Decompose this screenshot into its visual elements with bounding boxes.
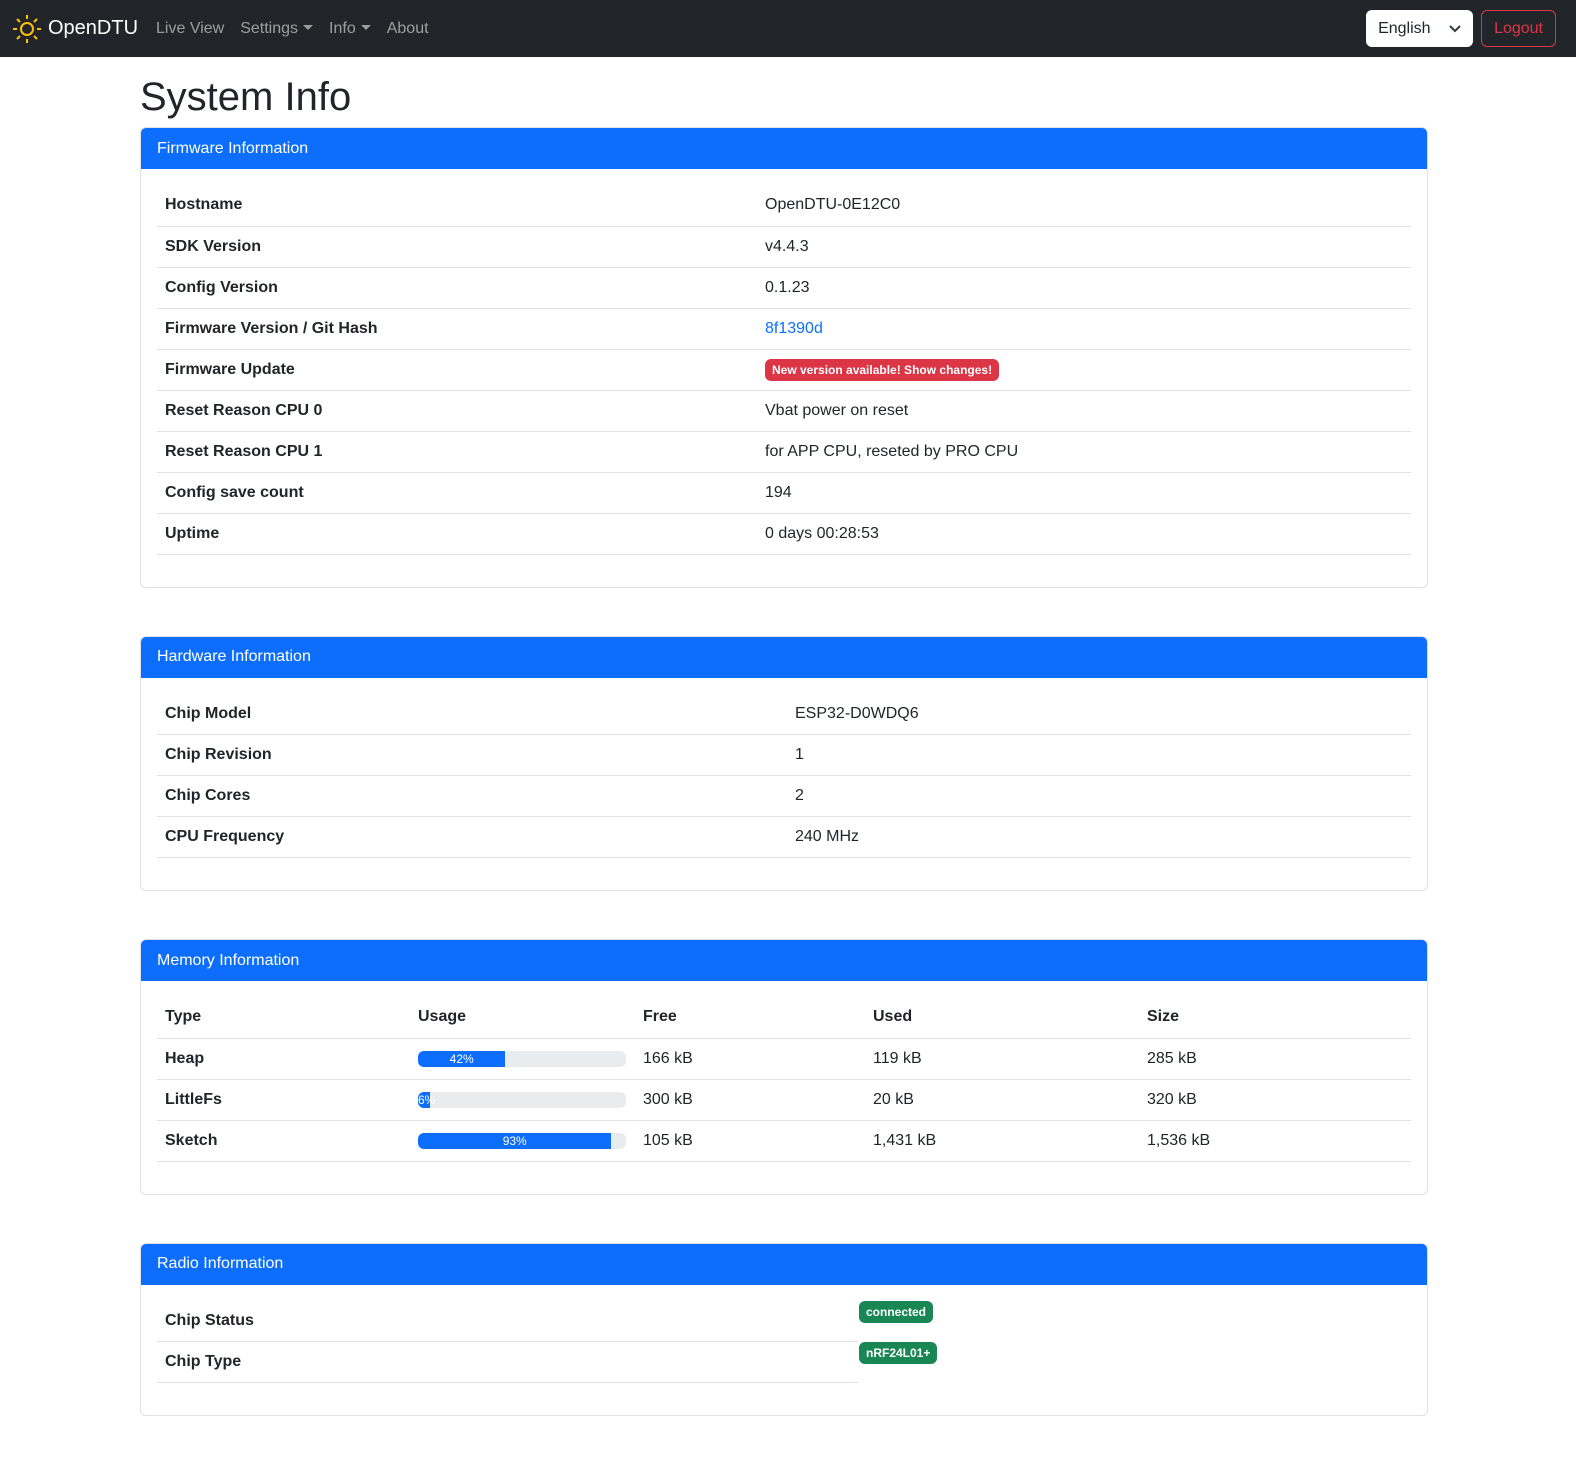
brand-name: OpenDTU <box>48 17 139 39</box>
row-label: Hostname <box>157 185 757 227</box>
table-row: Chip Model ESP32-D0WDQ6 <box>157 693 1411 735</box>
column-header: Size <box>1139 997 1411 1039</box>
update-available-badge[interactable]: New version available! Show changes! <box>765 358 1000 381</box>
table-row: LittleFs 6% 300 kB 20 kB 320 kB <box>157 1079 1411 1121</box>
card-header: Firmware Information <box>141 128 1427 169</box>
card-header: Hardware Information <box>141 636 1427 678</box>
row-label: Firmware Version / Git Hash <box>157 308 757 350</box>
usage-progress: 93% <box>418 1132 626 1149</box>
row-value: 194 <box>757 472 1411 514</box>
brand-link[interactable]: OpenDTU <box>12 14 138 44</box>
row-label: Config Version <box>157 267 757 309</box>
row-value: OpenDTU-0E12C0 <box>757 185 1411 227</box>
table-row: Sketch 93% 105 kB 1,431 kB 1,536 kB <box>157 1120 1411 1162</box>
git-hash-link[interactable]: 8f1390d <box>765 319 823 337</box>
memory-used: 119 kB <box>865 1038 1139 1080</box>
column-header: Type <box>157 997 410 1039</box>
row-label: Chip Status <box>157 1300 858 1342</box>
memory-size: 320 kB <box>1139 1079 1411 1121</box>
row-label: Firmware Update <box>157 349 757 391</box>
row-value: 2 <box>787 775 1411 817</box>
table-row: Uptime 0 days 00:28:53 <box>157 513 1411 555</box>
firmware-table: Hostname OpenDTU-0E12C0 SDK Version v4.4.3… <box>157 185 1411 555</box>
row-label: Reset Reason CPU 0 <box>157 390 757 432</box>
row-value: 0 days 00:28:53 <box>757 513 1411 555</box>
table-row: Reset Reason CPU 0 Vbat power on reset <box>157 390 1411 432</box>
radio-table: Chip Status connected Chip Type nRF24L01+ <box>157 1300 1411 1383</box>
radio-card: Radio Information Chip Status connected C… <box>140 1242 1428 1416</box>
navbar: OpenDTU Live View Settings Info About En… <box>0 0 1576 57</box>
memory-free: 300 kB <box>635 1079 865 1121</box>
page-title: System Info <box>140 75 352 119</box>
memory-used: 20 kB <box>865 1079 1139 1121</box>
column-header: Used <box>865 997 1139 1039</box>
usage-bar: 6% <box>418 1091 436 1108</box>
row-value: ESP32-D0WDQ6 <box>787 693 1411 735</box>
firmware-card: Firmware Information Hostname OpenDTU-0E1… <box>140 127 1428 588</box>
table-row: Firmware Update New version available! Sh… <box>157 349 1411 391</box>
table-row: Chip Revision 1 <box>157 734 1411 776</box>
table-row: CPU Frequency 240 MHz <box>157 816 1411 858</box>
row-label: Reset Reason CPU 1 <box>157 431 757 473</box>
table-row: Hostname OpenDTU-0E12C0 <box>157 185 1411 227</box>
memory-used: 1,431 kB <box>865 1120 1139 1162</box>
row-value: for APP CPU, reseted by PRO CPU <box>757 431 1411 473</box>
usage-progress: 42% <box>418 1050 626 1067</box>
column-header: Usage <box>410 997 635 1039</box>
memory-free: 166 kB <box>635 1038 865 1080</box>
chip-type-badge: nRF24L01+ <box>859 1341 938 1364</box>
table-row: Heap 42% 166 kB 119 kB 285 kB <box>157 1038 1411 1080</box>
chip-status-badge: connected <box>859 1300 934 1323</box>
usage-progress: 6% <box>418 1091 626 1108</box>
language-select[interactable]: English <box>1366 10 1474 47</box>
row-label: Chip Cores <box>157 775 787 817</box>
row-value: 0.1.23 <box>757 267 1411 309</box>
row-value: 240 MHz <box>787 816 1411 858</box>
table-header-row: Type Usage Free Used Size <box>157 997 1411 1039</box>
logout-button[interactable]: Logout <box>1481 10 1556 47</box>
memory-card: Memory Information Type Usage Free Used … <box>140 939 1428 1195</box>
table-row: Chip Cores 2 <box>157 775 1411 817</box>
table-row: Reset Reason CPU 1 for APP CPU, reseted b… <box>157 431 1411 473</box>
nav-info-dropdown[interactable]: Info <box>329 20 371 38</box>
row-value: 1 <box>787 734 1411 776</box>
row-label: Chip Model <box>157 693 787 735</box>
card-header: Radio Information <box>141 1243 1427 1285</box>
row-label: Chip Revision <box>157 734 787 776</box>
table-row: Firmware Version / Git Hash 8f1390d <box>157 308 1411 350</box>
row-label: Chip Type <box>157 1341 858 1383</box>
usage-bar: 93% <box>418 1132 612 1149</box>
memory-size: 1,536 kB <box>1139 1120 1411 1162</box>
memory-free: 105 kB <box>635 1120 865 1162</box>
column-header: Free <box>635 997 865 1039</box>
hardware-table: Chip Model ESP32-D0WDQ6 Chip Revision 1 Ch… <box>157 693 1411 858</box>
row-label: Config save count <box>157 472 757 514</box>
nav-live-view[interactable]: Live View <box>156 19 225 37</box>
table-row: Chip Type nRF24L01+ <box>157 1341 1411 1383</box>
row-value: v4.4.3 <box>757 226 1411 268</box>
memory-table: Type Usage Free Used Size Heap 42% 166 k… <box>157 997 1411 1162</box>
table-row: Chip Status connected <box>157 1300 1411 1342</box>
row-value: Vbat power on reset <box>757 390 1411 432</box>
memory-type: Sketch <box>157 1120 410 1162</box>
language-value: English <box>1378 19 1431 37</box>
row-label: Uptime <box>157 513 757 555</box>
sun-icon <box>13 14 41 43</box>
memory-size: 285 kB <box>1139 1038 1411 1080</box>
memory-type: Heap <box>157 1038 410 1080</box>
nav-settings-dropdown[interactable]: Settings <box>240 20 313 38</box>
row-label: SDK Version <box>157 226 757 268</box>
card-header: Memory Information <box>141 940 1427 981</box>
row-label: CPU Frequency <box>157 816 787 858</box>
usage-bar: 42% <box>418 1050 506 1067</box>
table-row: Config Version 0.1.23 <box>157 267 1411 309</box>
table-row: SDK Version v4.4.3 <box>157 226 1411 268</box>
chevron-down-icon <box>1449 24 1461 32</box>
nav-about[interactable]: About <box>386 19 429 37</box>
hardware-card: Hardware Information Chip Model ESP32-D0W… <box>140 635 1428 891</box>
memory-type: LittleFs <box>157 1079 410 1121</box>
table-row: Config save count 194 <box>157 472 1411 514</box>
